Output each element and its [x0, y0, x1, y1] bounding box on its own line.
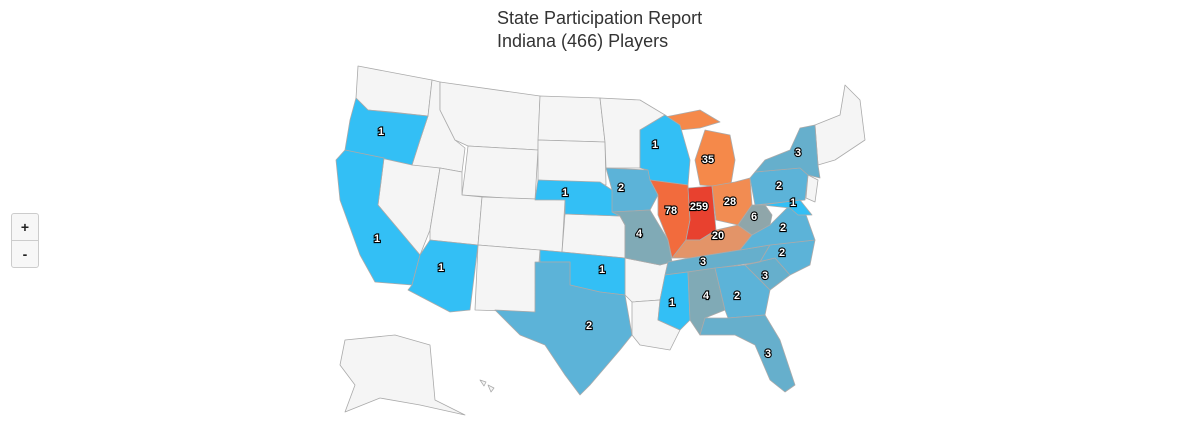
state [355, 65, 433, 117]
state-value-label: 1 [669, 297, 675, 309]
state-value-label: 3 [700, 256, 706, 268]
state-value-label: 2 [776, 180, 782, 192]
state-value-label: 1 [378, 126, 384, 138]
state-value-label: 3 [795, 147, 801, 159]
state-value-label: 4 [636, 228, 643, 240]
state-value-label: 28 [724, 196, 736, 208]
state [461, 145, 539, 201]
state [487, 384, 495, 393]
state [694, 129, 736, 191]
state [344, 97, 429, 166]
state-value-label: 6 [751, 211, 757, 223]
state-value-label: 259 [690, 201, 708, 213]
state-value-label: 2 [780, 222, 786, 234]
state-value-label: 20 [712, 230, 724, 242]
state [407, 239, 479, 313]
state-value-label: 4 [703, 290, 710, 302]
state [534, 179, 621, 217]
zoom-in-button[interactable]: + [20, 219, 30, 235]
state-value-label: 2 [586, 320, 592, 332]
state [339, 334, 466, 416]
subtitle: Indiana (466) Players [497, 31, 669, 51]
state [479, 379, 487, 387]
state-value-label: 3 [762, 270, 768, 282]
state-value-label: 2 [734, 290, 740, 302]
state [537, 95, 606, 143]
state [477, 196, 566, 253]
state-value-label: 78 [665, 205, 677, 217]
state [561, 213, 626, 259]
state [494, 261, 633, 396]
zoom-controls: + - [11, 213, 39, 268]
state [739, 204, 816, 251]
state-value-label: 3 [765, 348, 771, 360]
zoom-out-button[interactable]: - [12, 240, 38, 267]
state-value-label: 2 [618, 182, 624, 194]
state-value-label: 1 [599, 264, 605, 276]
state-value-label: 1 [374, 233, 380, 245]
state-value-label: 35 [702, 154, 714, 166]
state-value-label: 1 [438, 262, 444, 274]
state [761, 199, 813, 216]
state-value-label: 1 [652, 139, 658, 151]
state [439, 81, 541, 151]
state-value-label: 1 [790, 197, 796, 209]
state [335, 149, 421, 286]
state [474, 244, 541, 313]
state-value-label: 2 [779, 247, 785, 259]
state [814, 84, 866, 166]
state-value-label: 1 [562, 187, 568, 199]
state [699, 314, 796, 393]
state [805, 174, 819, 203]
state [754, 124, 821, 179]
title: State Participation Report [497, 8, 703, 28]
state [537, 139, 607, 186]
state [611, 209, 673, 266]
